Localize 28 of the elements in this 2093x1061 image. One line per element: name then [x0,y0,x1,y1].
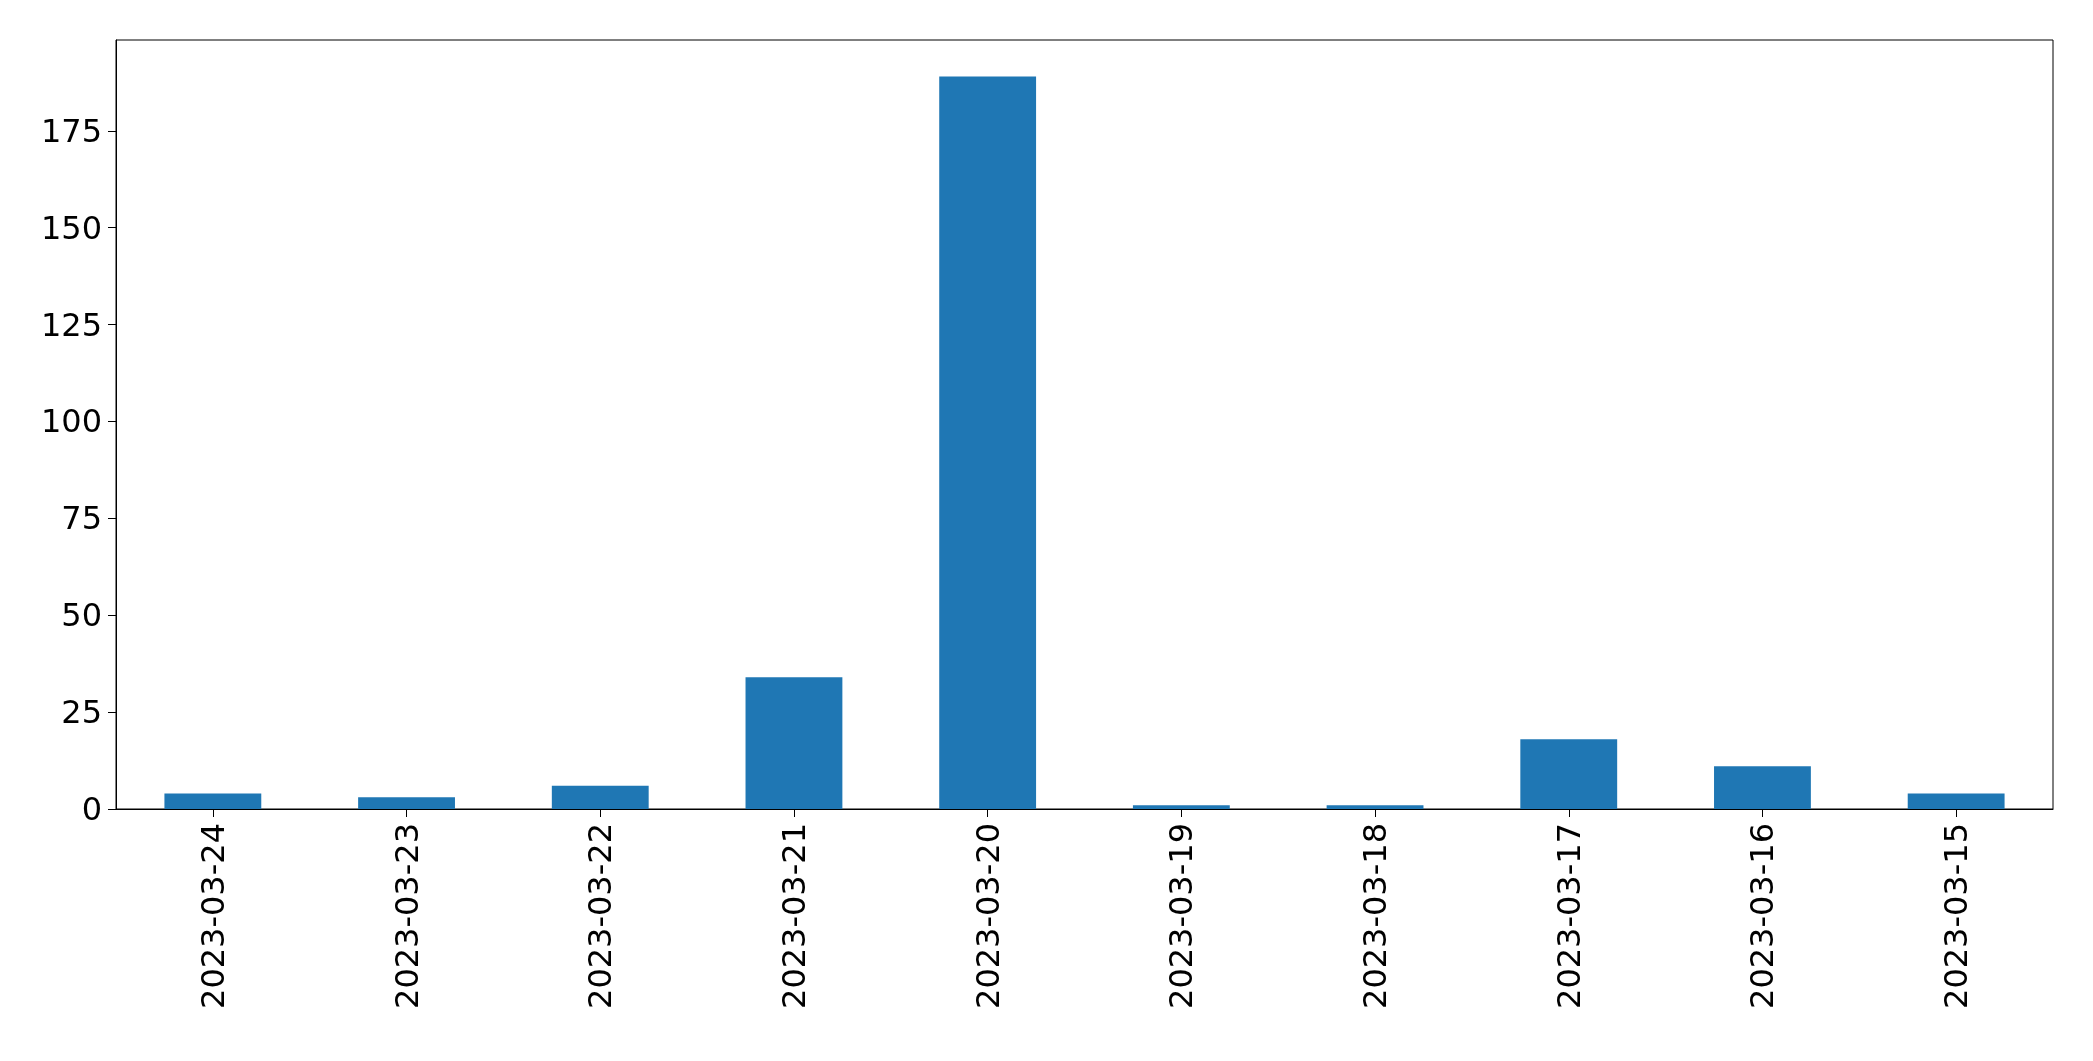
bar [1714,766,1811,809]
y-tick-label: 0 [81,790,102,828]
y-tick-label: 150 [40,208,102,247]
x-tick-label: 2023-03-23 [387,823,426,1009]
y-tick-label: 100 [40,402,102,441]
x-tick-label: 2023-03-22 [581,823,620,1009]
bar [164,793,262,809]
x-tick-label: 2023-03-21 [774,823,813,1009]
bar [1326,805,1424,809]
bar [358,797,455,809]
bar [551,785,649,809]
bar [939,76,1037,809]
x-tick-label: 2023-03-15 [1937,823,1976,1009]
bar [745,677,843,809]
y-tick-label: 75 [61,499,102,538]
x-tick-label: 2023-03-17 [1549,823,1588,1009]
bar [1132,805,1230,809]
y-tick-label: 125 [40,305,102,344]
bar [1907,793,2005,809]
x-tick-label: 2023-03-20 [968,823,1007,1009]
y-tick-label: 25 [61,693,102,732]
y-tick-label: 175 [40,111,102,150]
x-tick-label: 2023-03-18 [1356,823,1395,1009]
bar [1520,739,1618,809]
y-tick-label: 50 [61,596,102,635]
x-tick-label: 2023-03-24 [193,823,232,1009]
x-tick-label: 2023-03-16 [1743,823,1782,1009]
x-tick-label: 2023-03-19 [1162,823,1201,1009]
